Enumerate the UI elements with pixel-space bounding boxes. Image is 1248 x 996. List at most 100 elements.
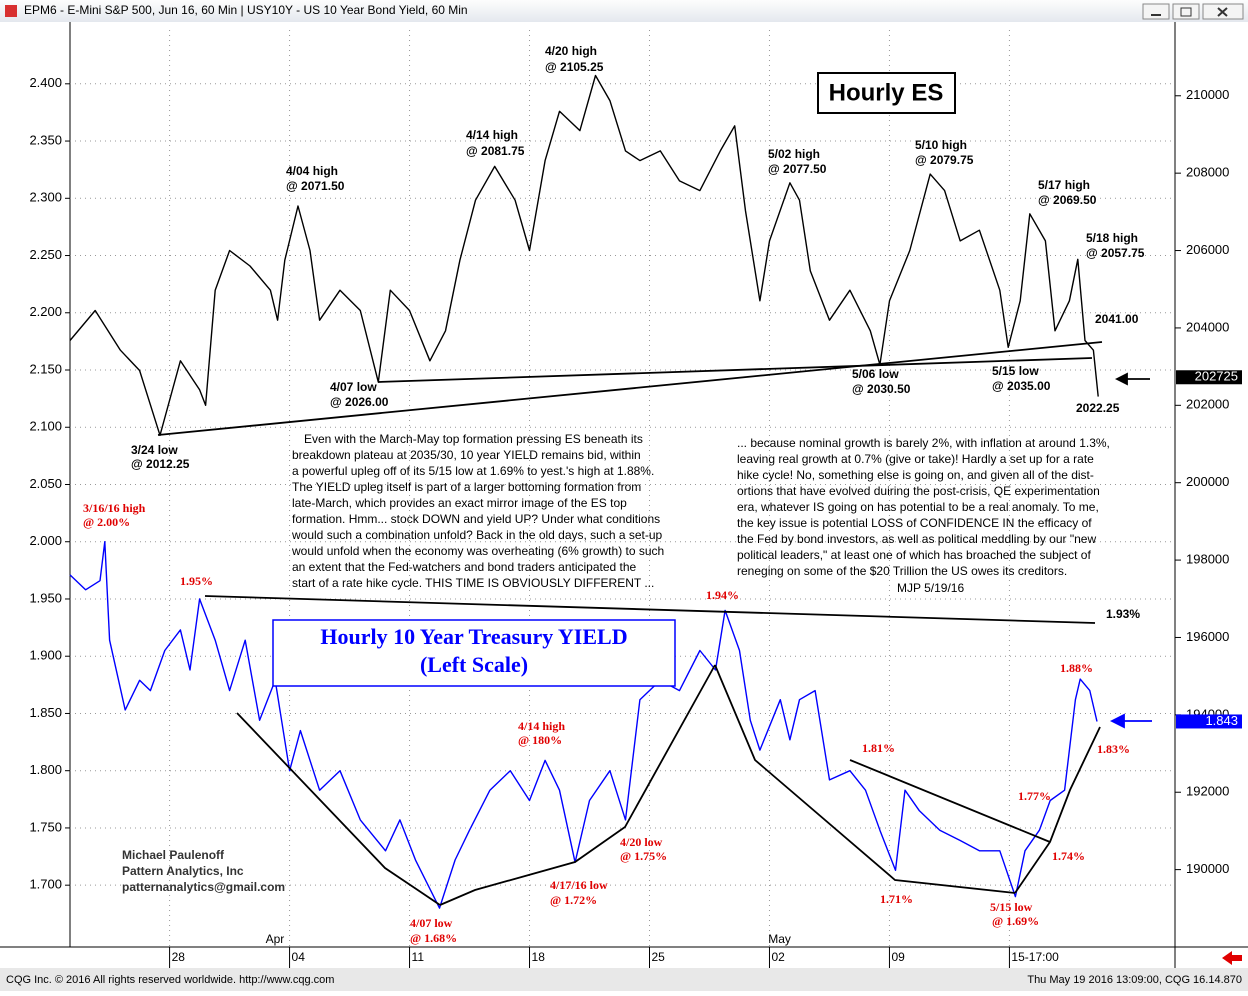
commentary: The YIELD upleg itself is part of a larg… [292, 480, 641, 494]
annotation: 1.71% [880, 892, 913, 906]
annotation: 1.94% [706, 588, 739, 602]
subtitle: Hourly 10 Year Treasury YIELD [320, 624, 627, 649]
series-line [69, 74, 1099, 436]
x-tick-label: 09 [891, 950, 905, 964]
annotation: @ 2012.25 [131, 457, 190, 471]
annotation: 4/20 high [545, 44, 597, 58]
y-tick-label: 2.100 [29, 419, 62, 434]
y2-tick-label: 196000 [1186, 629, 1229, 644]
annotation: @ 180% [518, 733, 562, 747]
annotation: @ 2.00% [83, 515, 130, 529]
commentary: late-March, which provides an exact mirr… [292, 496, 627, 510]
footer-bar [0, 968, 1248, 991]
annotation: 3/24 low [131, 443, 178, 457]
y2-tick-label: 200000 [1186, 474, 1229, 489]
author: Pattern Analytics, Inc [122, 864, 244, 878]
y2-tick-label: 206000 [1186, 242, 1229, 257]
annotation: 1.88% [1060, 661, 1093, 675]
annotation: 5/06 low [852, 367, 899, 381]
window-buttons[interactable] [1142, 3, 1244, 20]
y2-tick-label: 210000 [1186, 87, 1229, 102]
commentary: leaving real growth at 0.7% (give or tak… [737, 452, 1094, 466]
y-tick-label: 1.800 [29, 762, 62, 777]
chart-title: Hourly ES [829, 79, 944, 106]
y2-tick-label: 204000 [1186, 319, 1229, 334]
chart-area [0, 22, 1248, 968]
annotation: 1.74% [1052, 849, 1085, 863]
annotation: @ 2069.50 [1038, 193, 1097, 207]
close-icon [1217, 7, 1228, 17]
annotation: @ 2057.75 [1086, 246, 1145, 260]
annotation: 4/17/16 low [550, 878, 608, 892]
price-tag-label: 1.843 [1205, 713, 1238, 728]
annotation: 5/10 high [915, 138, 967, 152]
trend-lines [157, 341, 1152, 906]
y-tick-label: 1.950 [29, 590, 62, 605]
annotation: 2041.00 [1095, 312, 1139, 326]
trend-line [236, 712, 441, 906]
commentary: an extent that the Fed-watchers and bond… [292, 560, 637, 574]
y2-tick-label: 198000 [1186, 552, 1229, 567]
commentary: political leaders," at least one of whic… [737, 548, 1091, 562]
trend-line [377, 357, 1093, 383]
annotation: @ 2026.00 [330, 395, 389, 409]
commentary: ortions that have evolved duiring the po… [737, 484, 1100, 498]
commentary: a powerful upleg off of its 5/15 low at … [292, 464, 654, 478]
annotation: 4/14 high [466, 128, 518, 142]
x-tick-label: 04 [292, 950, 306, 964]
footer-right: Thu May 19 2016 13:09:00, CQG 16.14.870 [1027, 974, 1242, 986]
commentary: ... because nominal growth is barely 2%,… [737, 436, 1110, 450]
commentary: would unfold when the economy was overhe… [291, 544, 664, 558]
annotation: @ 1.68% [410, 931, 457, 945]
annotation: 1.83% [1097, 742, 1130, 756]
annotation: @ 1.69% [992, 914, 1039, 928]
annotation: 5/17 high [1038, 178, 1090, 192]
annotation: @ 2077.50 [768, 162, 827, 176]
y-tick-label: 2.350 [29, 132, 62, 147]
annotation: 1.77% [1018, 789, 1051, 803]
y-tick-label: 2.300 [29, 190, 62, 205]
trend-line [204, 595, 1096, 624]
pointer-arrow [1114, 372, 1150, 386]
y-tick-label: 1.850 [29, 705, 62, 720]
minimize-button[interactable] [1142, 3, 1170, 20]
commentary: would such a combination unfold? Back in… [291, 528, 663, 542]
commentary: formation. Hmm... stock DOWN and yield U… [292, 512, 660, 526]
annotation: 2022.25 [1076, 401, 1120, 415]
y-tick-label: 1.700 [29, 877, 62, 892]
annotation: 5/18 high [1086, 231, 1138, 245]
commentary: hike cycle! No, something else is going … [737, 468, 1094, 482]
annotation: 4/04 high [286, 164, 338, 178]
annotation: 4/07 low [410, 916, 453, 930]
annotation: @ 2079.75 [915, 153, 974, 167]
app-icon [5, 5, 17, 17]
annotation: @ 2105.25 [545, 60, 604, 74]
scroll-arrow[interactable] [1222, 951, 1242, 965]
commentary: era, whatever IS going on has potential … [737, 500, 1099, 514]
y-tick-label: 2.000 [29, 533, 62, 548]
annotation: @ 2030.50 [852, 382, 911, 396]
commentary: the key issue is potential LOSS of CONFI… [737, 516, 1092, 530]
y2-tick-label: 190000 [1186, 861, 1229, 876]
maximize-button[interactable] [1172, 3, 1200, 20]
subtitle-box [272, 619, 676, 687]
annotation: @ 2035.00 [992, 379, 1051, 393]
y-tick-label: 1.750 [29, 819, 62, 834]
annotation: @ 1.72% [550, 893, 597, 907]
trend-line [439, 664, 716, 906]
month-label: May [768, 932, 791, 946]
x-tick-label: 18 [532, 950, 546, 964]
signature: MJP 5/19/16 [897, 581, 964, 595]
annotation: 5/15 low [992, 364, 1039, 378]
trend-line [714, 664, 1016, 894]
annotation: 4/20 low [620, 835, 663, 849]
commentary: start of a rate hike cycle. THIS TIME IS… [292, 576, 654, 590]
commentary: Even with the March-May top formation pr… [304, 432, 643, 446]
x-tick-label: 28 [172, 950, 186, 964]
annotation: 1.95% [180, 574, 213, 588]
commentary: the Fed by bond investors, as well as po… [737, 532, 1096, 546]
y-tick-label: 2.400 [29, 75, 62, 90]
series-line [69, 541, 1098, 909]
author: patternanalytics@gmail.com [122, 880, 285, 894]
